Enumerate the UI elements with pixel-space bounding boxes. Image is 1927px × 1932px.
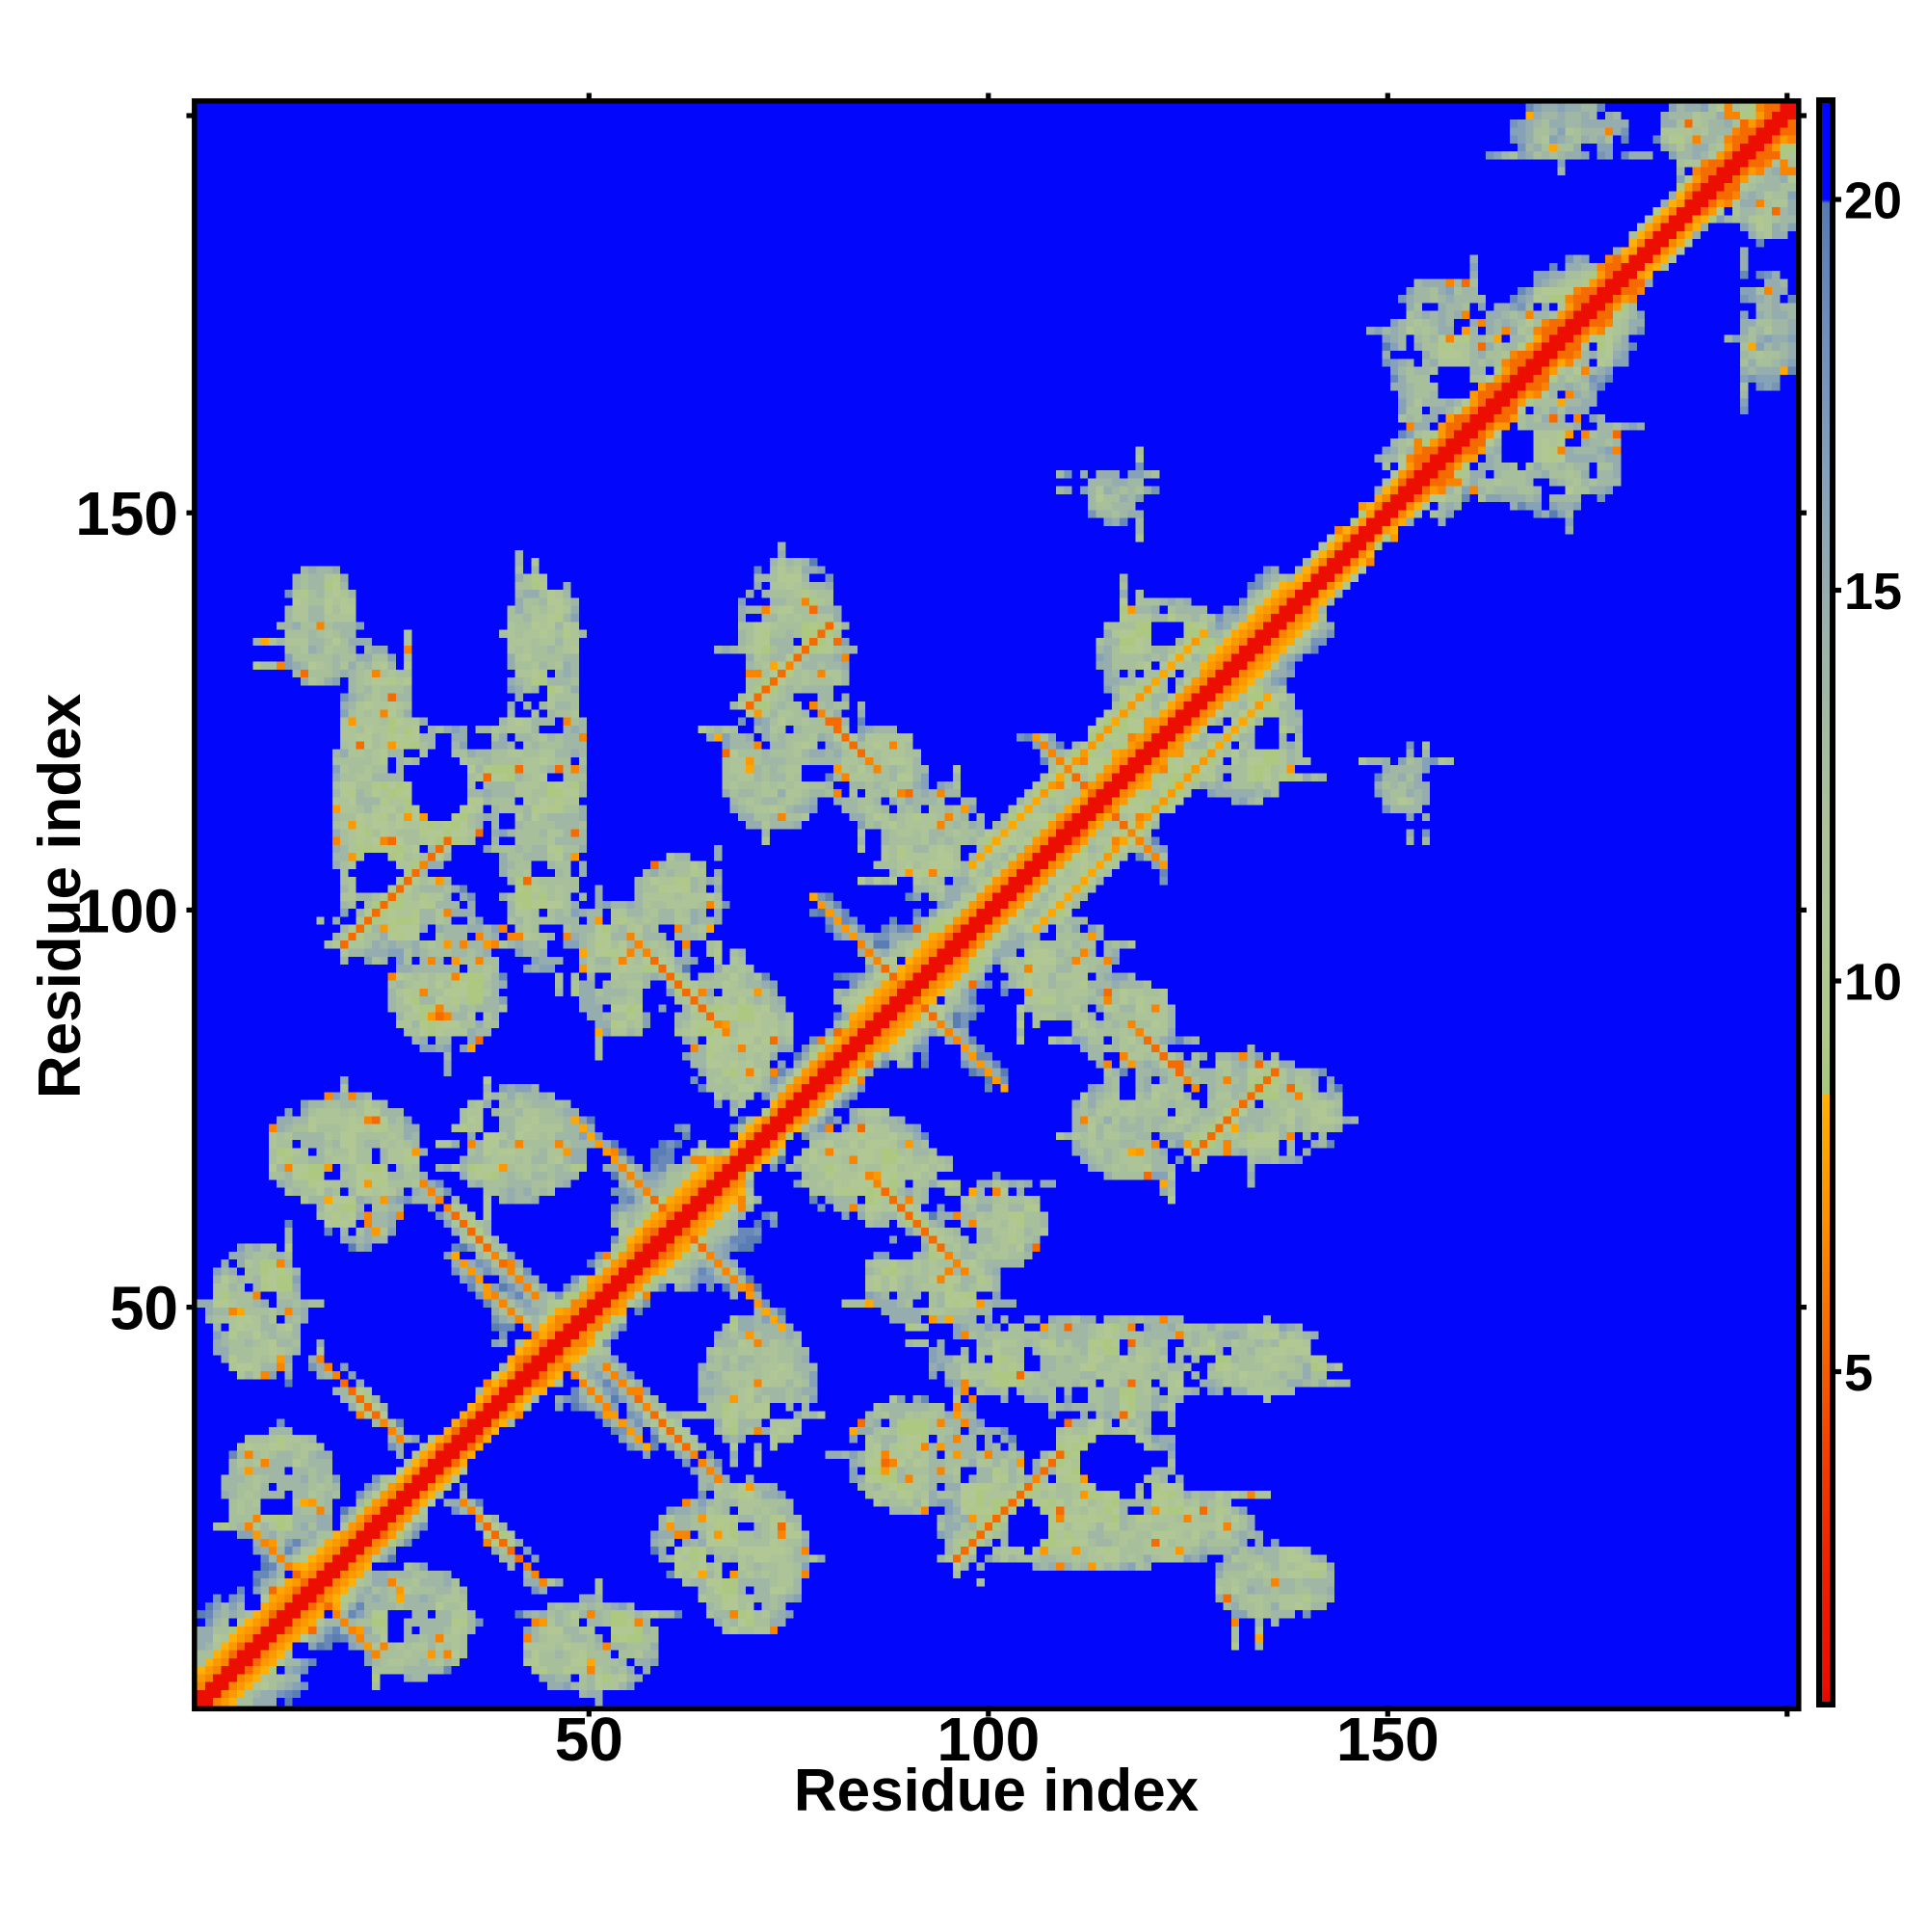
svg-text:150: 150: [75, 479, 178, 548]
svg-text:Residue index: Residue index: [794, 1758, 1200, 1824]
svg-text:100: 100: [937, 1705, 1040, 1774]
svg-text:5: 5: [1844, 1344, 1873, 1402]
svg-text:50: 50: [555, 1705, 623, 1774]
svg-text:Residue index: Residue index: [27, 693, 93, 1098]
svg-text:15: 15: [1844, 563, 1902, 621]
svg-text:50: 50: [110, 1274, 178, 1343]
svg-text:20: 20: [1844, 172, 1902, 230]
svg-text:150: 150: [1336, 1705, 1439, 1774]
svg-text:10: 10: [1844, 954, 1902, 1012]
svg-text:100: 100: [75, 876, 178, 945]
